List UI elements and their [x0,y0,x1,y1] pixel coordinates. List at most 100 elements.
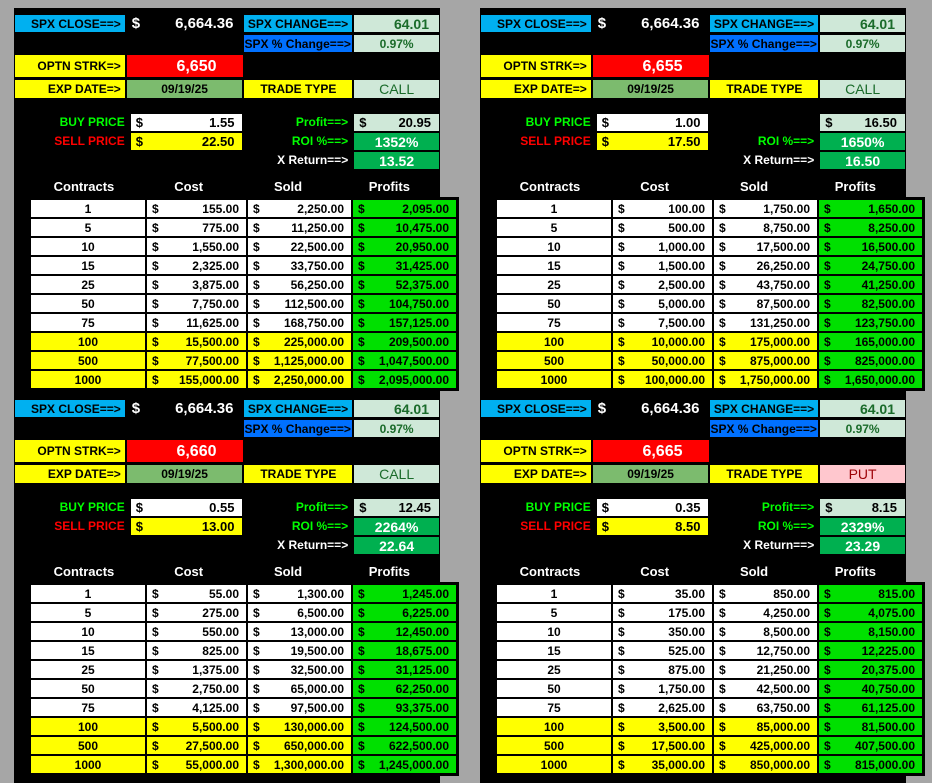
cell-profits-value: 8,250.00 [868,221,915,235]
cell-sold-value: 1,750,000.00 [739,373,810,387]
column-header-profits: Profits [338,562,440,582]
cell-profits-value: 2,095,000.00 [378,373,449,387]
dollar-sign: $ [618,259,625,273]
dollar-sign: $ [824,758,831,772]
cell-sold: $1,125,000.00 [247,351,352,370]
dollar-sign: $ [253,739,260,753]
sell-price-row: SELL PRICE $17.50 ROI %==> 1650% [480,132,906,151]
spacer-cell [480,151,710,170]
cell-profits: $2,095.00 [352,199,457,218]
cell-cost: $1,500.00 [612,256,713,275]
dollar-sign: $ [135,500,143,515]
dollar-sign: $ [152,278,159,292]
dollar-sign: $ [824,606,831,620]
cell-cost-value: 100.00 [668,202,705,216]
dollar-sign: $ [719,259,726,273]
cell-profits: $4,075.00 [818,603,923,622]
cell-sold-value: 87,500.00 [756,297,810,311]
dollar-sign: $ [618,682,625,696]
table-row: 5 $775.00 $11,250.00 $10,475.00 [30,218,457,237]
trade-type-value: CALL [353,79,440,99]
profit-value-value: 12.45 [398,500,431,515]
dollar-sign: $ [618,644,625,658]
sell-price-row: SELL PRICE $8.50 ROI %==> 2329% [480,517,906,536]
cell-profits: $16,500.00 [818,237,923,256]
cell-sold-value: 850.00 [773,587,810,601]
column-header-contracts: Contracts [28,177,140,197]
dollar-sign: $ [824,373,831,387]
buy-price-row: BUY PRICE $0.35 Profit==> $8.15 [480,498,906,517]
dollar-sign: $ [618,739,625,753]
table-row: 1000 $55,000.00 $1,300,000.00 $1,245,000.00 [30,755,457,774]
cell-sold: $6,500.00 [247,603,352,622]
cell-sold: $875,000.00 [713,351,818,370]
cell-sold-value: 425,000.00 [749,739,810,753]
spx-close-number: 6,664.36 [641,400,700,417]
cell-profits: $825,000.00 [818,351,923,370]
table-row: 1000 $100,000.00 $1,750,000.00 $1,650,000.0… [496,370,923,389]
cell-cost-value: 4,125.00 [192,701,239,715]
table-spacer [480,170,906,177]
sell-price-input[interactable]: $13.00 [129,517,244,536]
spx-close-label: SPX CLOSE==> [14,14,126,33]
trade-type-value: CALL [353,464,440,484]
table-row: 1 $155.00 $2,250.00 $2,095.00 [30,199,457,218]
panel-strike-6665: SPX CLOSE==> $6,664.36 SPX CHANGE==> 64.01 S… [466,385,932,783]
dollar-sign: $ [152,625,159,639]
sell-price-input[interactable]: $22.50 [129,132,244,151]
cell-cost: $17,500.00 [612,736,713,755]
dollar-sign: $ [253,278,260,292]
strike-row: OPTN STRK=> 6,650 [14,54,440,78]
dollar-sign: $ [253,259,260,273]
buy-price-input[interactable]: $0.55 [129,498,244,517]
table-row: 75 $11,625.00 $168,750.00 $157,125.00 [30,313,457,332]
spx-pct-change-value: 0.97% [819,34,906,53]
table-row: 10 $1,550.00 $22,500.00 $20,950.00 [30,237,457,256]
dollar-sign: $ [358,316,365,330]
spx-pct-change-label: SPX % Change==> [243,34,354,53]
profit-label: Profit==> [709,113,820,132]
dollar-sign: $ [253,335,260,349]
sell-price-input[interactable]: $8.50 [595,517,710,536]
cell-profits: $82,500.00 [818,294,923,313]
cell-profits-value: 825,000.00 [854,354,915,368]
dollar-sign: $ [253,240,260,254]
cell-contracts: 25 [496,660,612,679]
table-row: 100 $10,000.00 $175,000.00 $165,000.00 [496,332,923,351]
cell-cost-value: 3,875.00 [192,278,239,292]
dollar-sign: $ [618,240,625,254]
cell-profits-value: 52,375.00 [395,278,449,292]
cell-sold-value: 8,500.00 [763,625,810,639]
cell-cost: $155.00 [146,199,247,218]
cell-cost: $55,000.00 [146,755,247,774]
cell-cost-value: 550.00 [202,625,239,639]
table-row: 5 $275.00 $6,500.00 $6,225.00 [30,603,457,622]
dollar-sign: $ [825,115,833,130]
cell-profits-value: 31,125.00 [395,663,449,677]
table-row: 100 $5,500.00 $130,000.00 $124,500.00 [30,717,457,736]
cell-contracts: 25 [30,275,146,294]
dollar-sign: $ [358,354,365,368]
dollar-sign: $ [824,663,831,677]
cell-cost-value: 525.00 [668,644,705,658]
buy-price-input[interactable]: $1.00 [595,113,710,132]
cell-sold: $130,000.00 [247,717,352,736]
cell-sold: $2,250,000.00 [247,370,352,389]
buy-price-input[interactable]: $0.35 [595,498,710,517]
cell-cost-value: 7,500.00 [658,316,705,330]
cell-cost: $77,500.00 [146,351,247,370]
spx-change-label: SPX CHANGE==> [709,399,820,418]
cell-profits: $31,125.00 [352,660,457,679]
cell-sold: $1,750,000.00 [713,370,818,389]
cell-profits-value: 1,047,500.00 [378,354,449,368]
buy-price-input[interactable]: $1.55 [129,113,244,132]
dollar-sign: $ [253,758,260,772]
spx-pct-change-row: SPX % Change==> 0.97% [480,419,906,438]
section-spacer [480,99,906,113]
cell-cost: $4,125.00 [146,698,247,717]
cell-profits: $61,125.00 [818,698,923,717]
spacer-cell [243,439,440,463]
sell-price-input[interactable]: $17.50 [595,132,710,151]
dollar-sign: $ [719,663,726,677]
dollar-sign: $ [358,758,365,772]
